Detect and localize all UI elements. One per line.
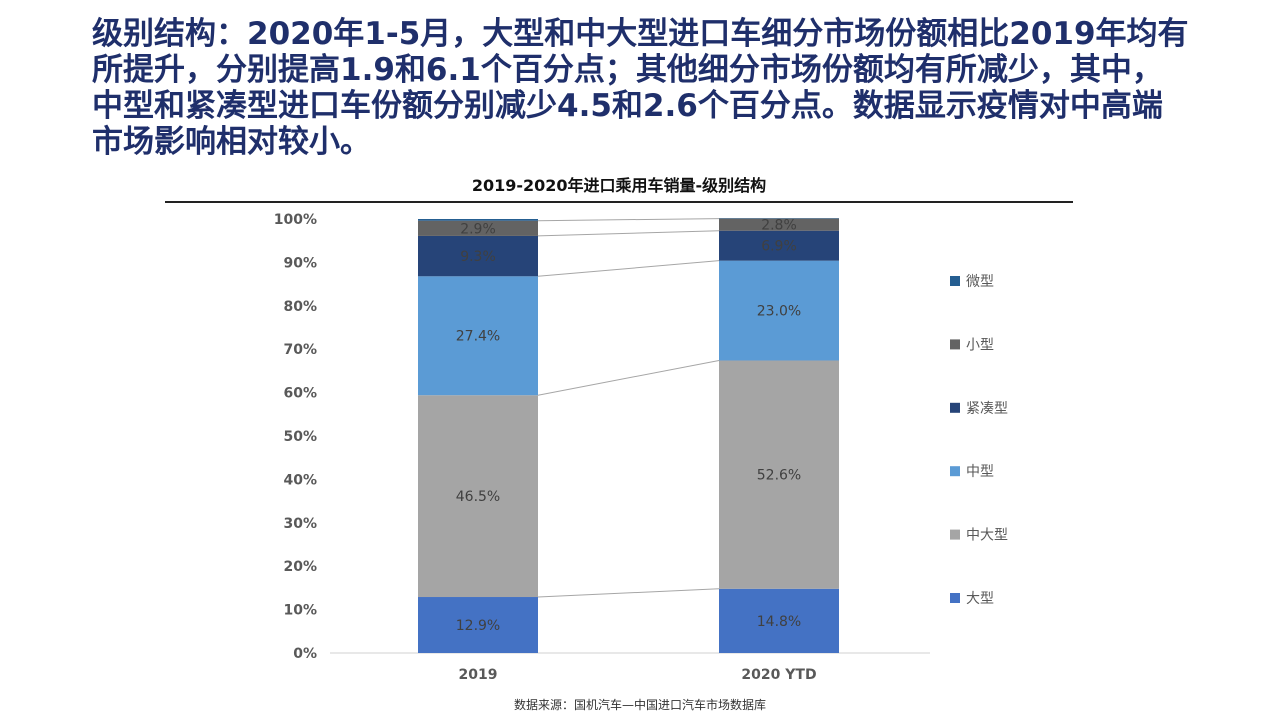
legend-swatch (950, 402, 960, 413)
bar-segment (418, 276, 538, 396)
series-connector-line (537, 230, 720, 237)
y-tick-label: 50% (283, 429, 317, 445)
y-tick-label: 90% (283, 255, 317, 271)
x-tick-label: 2020 YTD (741, 667, 816, 683)
bar-segment (418, 220, 538, 236)
series-connector-line (537, 588, 720, 598)
legend-swatch (950, 593, 960, 603)
bar-segment (719, 360, 839, 589)
data-label: 6.9% (761, 239, 797, 255)
chart-title: 2019-2020年进口乘用车销量-级别结构 (471, 176, 767, 195)
legend-label: 大型 (966, 591, 994, 607)
bar-segment (418, 395, 538, 598)
bar-segment (418, 219, 538, 221)
legend-label: 紧凑型 (966, 400, 1008, 417)
source-note: 数据来源：国机汽车—中国进口汽车市场数据库 (513, 698, 766, 712)
bar-segment (418, 597, 538, 653)
y-tick-label: 70% (283, 342, 317, 358)
legend-label: 小型 (966, 337, 994, 353)
y-tick-label: 30% (283, 516, 317, 532)
y-tick-label: 20% (283, 559, 317, 575)
y-tick-label: 100% (274, 212, 317, 228)
legend-swatch (950, 466, 960, 477)
headline: 级别结构：2020年1-5月，大型和中大型进口车细分市场份额相比2019年均有所… (92, 16, 1189, 160)
data-label: 12.9% (456, 618, 500, 634)
data-label: 9.3% (460, 249, 496, 265)
y-tick-label: 40% (283, 472, 317, 488)
data-label: 23.0% (757, 304, 801, 320)
data-label: 46.5% (456, 489, 500, 505)
bar-segment (719, 230, 839, 261)
bar-segment (719, 588, 839, 653)
data-label: 2.9% (460, 221, 496, 237)
series-connector-line (537, 218, 720, 222)
legend-swatch (950, 339, 960, 350)
y-tick-label: 10% (283, 603, 317, 619)
bar-segment (719, 260, 839, 361)
series-connector-line (537, 260, 720, 277)
legend-label: 中型 (966, 464, 994, 480)
y-tick-label: 80% (283, 299, 317, 315)
data-label: 27.4% (456, 329, 500, 345)
x-tick-label: 2019 (459, 667, 498, 683)
data-label: 14.8% (757, 614, 801, 630)
title-divider (165, 201, 1073, 203)
legend-swatch (950, 276, 960, 286)
legend-label: 微型 (966, 274, 994, 290)
series-connector-line (537, 359, 720, 396)
legend-label: 中大型 (966, 528, 1008, 544)
y-tick-label: 0% (293, 646, 317, 662)
data-label: 52.6% (757, 468, 801, 484)
legend-swatch (950, 529, 960, 540)
bar-segment (719, 218, 839, 231)
y-tick-label: 60% (283, 386, 317, 402)
data-label: 2.8% (761, 218, 797, 234)
bar-segment (418, 235, 538, 277)
